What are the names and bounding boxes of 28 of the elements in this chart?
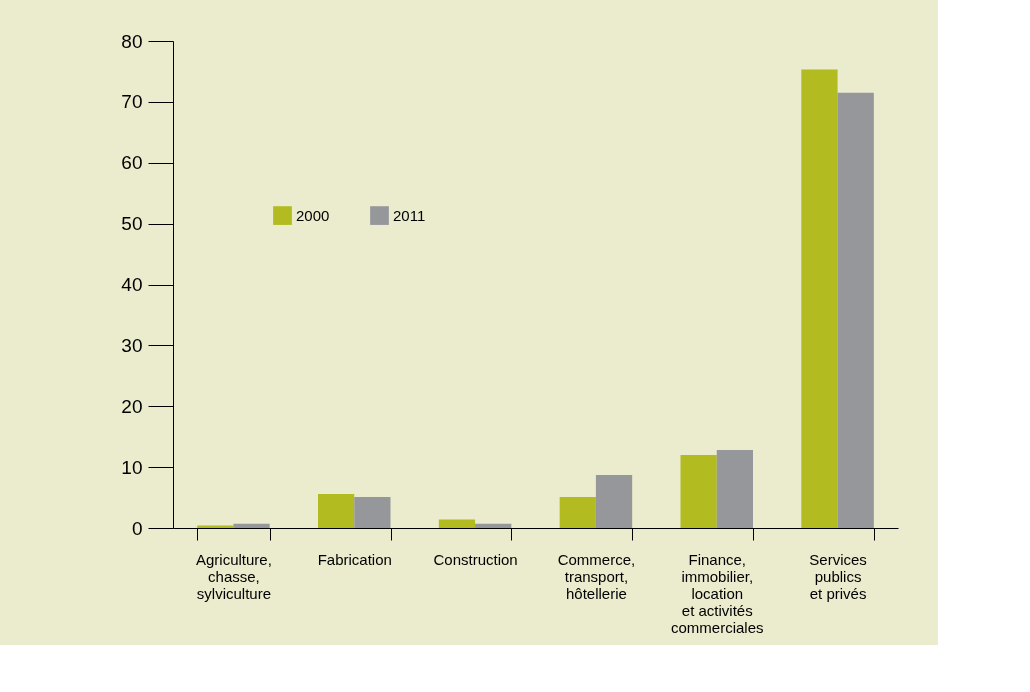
y-tick-label: 30 <box>121 334 143 356</box>
x-tick-label: Construction <box>433 550 518 568</box>
bar <box>438 519 476 528</box>
bar <box>354 496 391 528</box>
legend-label: 2000 <box>296 206 330 224</box>
bar <box>233 523 270 528</box>
y-tick-label: 80 <box>121 30 143 52</box>
x-tick-label: Fabrication <box>317 550 392 568</box>
y-tick-label: 0 <box>131 517 143 539</box>
bar <box>680 454 717 528</box>
bar <box>318 493 355 528</box>
bar <box>475 523 512 528</box>
bar <box>716 450 753 528</box>
bar <box>801 69 838 528</box>
bar <box>837 92 874 528</box>
y-tick-label: 20 <box>121 395 143 417</box>
y-tick-label: 70 <box>121 91 143 113</box>
y-tick-label: 10 <box>121 456 143 478</box>
y-tick-label: 40 <box>121 274 143 295</box>
x-tick-label: Agriculture, chasse, sylviculture <box>195 550 272 602</box>
legend-label: 2011 <box>393 206 426 224</box>
bar <box>595 475 633 528</box>
bar <box>559 496 596 528</box>
x-tick-label: Commerce, transport, hôtellerie <box>557 550 636 602</box>
x-tick-label: Finance, immobilier, location et activités commerciales <box>670 550 764 636</box>
x-tick-label: Services publics et privés <box>809 550 867 602</box>
y-tick-label: 60 <box>121 152 143 174</box>
y-tick-label: 50 <box>121 213 143 235</box>
